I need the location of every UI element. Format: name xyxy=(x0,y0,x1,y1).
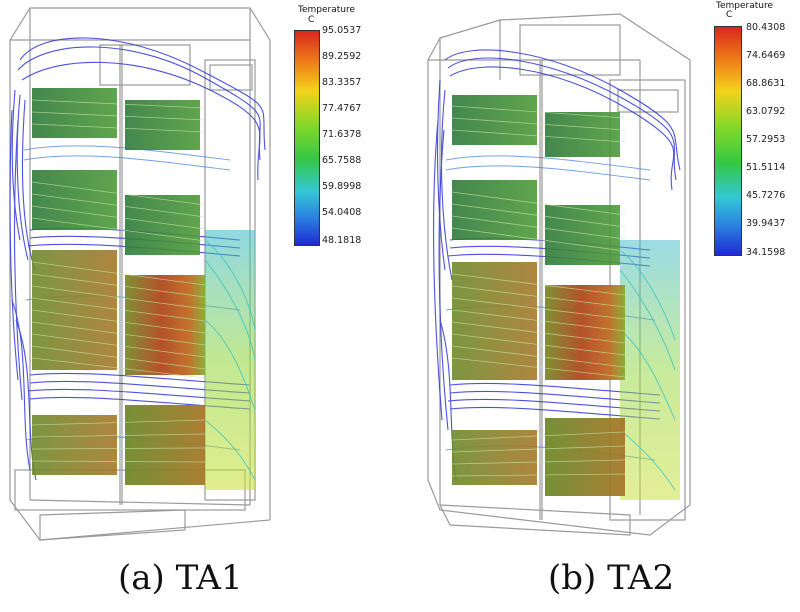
legend-tick: 71.6378 xyxy=(322,129,362,140)
legend-tick: 83.3357 xyxy=(322,77,362,88)
legend-tick: 65.7588 xyxy=(322,155,362,166)
legend-tick: 45.7276 xyxy=(746,190,786,201)
panel-b: Temperature C 80.4308 74.6469 68.8631 63… xyxy=(400,0,800,598)
legend-tick: 48.1818 xyxy=(322,235,362,246)
caption-a: (a) TA1 xyxy=(118,558,243,598)
caption-b: (b) TA2 xyxy=(548,558,675,598)
legend-tick: 63.0792 xyxy=(746,106,786,117)
cabinet-simulation-b xyxy=(427,13,691,536)
temperature-legend-a: Temperature C 95.0537 89.2592 83.3357 77… xyxy=(292,4,402,264)
cabinet-simulation-a xyxy=(9,7,271,541)
legend-tick: 51.5114 xyxy=(746,162,786,173)
panel-a: Temperature C 95.0537 89.2592 83.3357 77… xyxy=(0,0,402,598)
legend-tick: 95.0537 xyxy=(322,25,362,36)
temperature-legend-b: Temperature C 80.4308 74.6469 68.8631 63… xyxy=(712,0,800,270)
legend-title: Temperature xyxy=(716,1,774,11)
legend-tick: 89.2592 xyxy=(322,51,362,62)
legend-tick: 80.4308 xyxy=(746,22,786,33)
legend-tick: 59.8998 xyxy=(322,181,362,192)
legend-title: Temperature xyxy=(298,5,356,15)
legend-unit: C xyxy=(726,10,733,20)
legend-tick: 68.8631 xyxy=(746,78,786,89)
legend-tick: 39.9437 xyxy=(746,218,786,229)
legend-tick: 54.0408 xyxy=(322,207,362,218)
legend-tick: 77.4767 xyxy=(322,103,362,114)
legend-tick: 74.6469 xyxy=(746,50,786,61)
legend-tick: 34.1598 xyxy=(746,247,786,258)
legend-tick: 57.2953 xyxy=(746,134,786,145)
legend-unit: C xyxy=(308,15,315,25)
legend-color-bar xyxy=(294,30,320,246)
legend-color-bar xyxy=(714,26,742,256)
